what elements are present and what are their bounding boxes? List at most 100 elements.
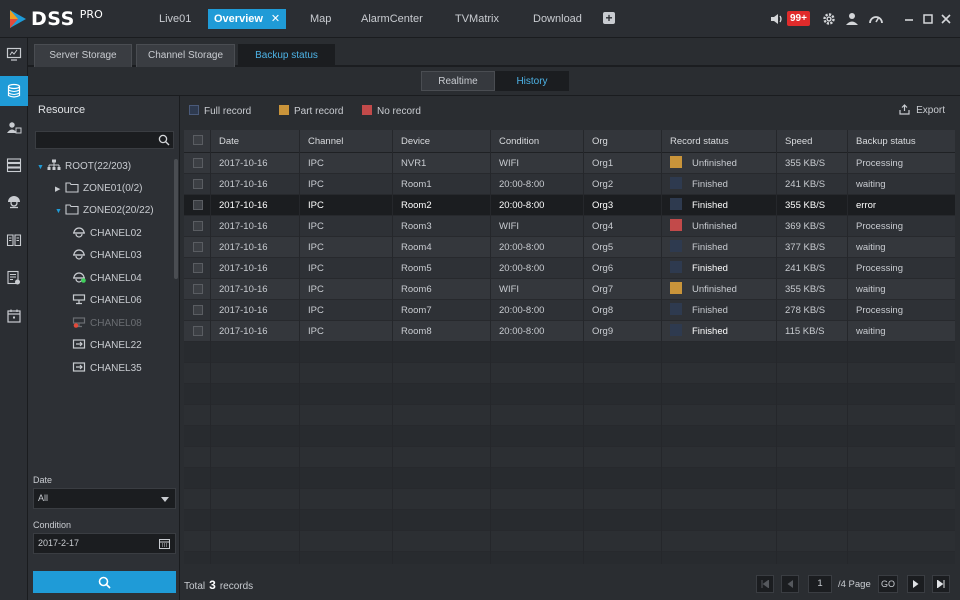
cell-channel: IPC	[300, 195, 393, 216]
close-icon[interactable]: ✕	[270, 13, 281, 25]
col-record-status[interactable]: Record status	[662, 130, 777, 153]
row-checkbox[interactable]	[193, 326, 203, 336]
tree-node-chanel03[interactable]: CHANEL03	[72, 248, 142, 264]
cell-record	[662, 531, 777, 552]
rail-log[interactable]	[4, 268, 24, 288]
row-checkbox[interactable]	[193, 305, 203, 315]
rail-book[interactable]	[4, 230, 24, 250]
export-button[interactable]: Export	[899, 104, 945, 116]
table-row[interactable]: 2017-10-16 IPC Room5 20:00-8:00 Org6 Finished…	[184, 258, 955, 279]
total-suffix: records	[219, 581, 254, 592]
close-window-icon[interactable]	[938, 11, 954, 27]
checkbox-cell	[184, 216, 211, 237]
tab-server-storage[interactable]: Server Storage	[34, 44, 132, 67]
table-row[interactable]: 2017-10-16 IPC Room2 20:00-8:00 Org3 Finished…	[184, 195, 955, 216]
tab-overview[interactable]: Overview ✕	[208, 9, 287, 29]
row-checkbox[interactable]	[193, 284, 203, 294]
col-backup-status[interactable]: Backup status	[856, 136, 916, 147]
search-button[interactable]	[33, 571, 176, 593]
minimize-icon[interactable]	[901, 11, 917, 27]
rail-camera[interactable]	[4, 192, 24, 212]
tab-channel-storage[interactable]: Channel Storage	[136, 44, 235, 67]
rail-monitor[interactable]	[4, 44, 24, 64]
gauge-icon[interactable]	[868, 11, 884, 27]
col-date[interactable]: Date	[211, 130, 300, 153]
calendar-icon[interactable]	[159, 538, 170, 549]
row-checkbox[interactable]	[193, 179, 203, 189]
record-status-swatch	[670, 303, 682, 316]
table-row[interactable]: 2017-10-16 IPC Room6 WIFI Org7 Unfinished 355 …	[184, 279, 955, 300]
first-page-button[interactable]	[756, 575, 774, 593]
tree-node-chanel22[interactable]: CHANEL22	[72, 338, 142, 354]
row-checkbox[interactable]	[193, 200, 203, 210]
page-input[interactable]: 1	[808, 575, 832, 593]
cell-record	[662, 510, 777, 531]
cell-date	[211, 468, 300, 489]
last-page-button[interactable]	[932, 575, 950, 593]
table-row[interactable]: 2017-10-16 IPC Room3 WIFI Org4 Unfinished 369 …	[184, 216, 955, 237]
tab-map[interactable]: Map	[310, 13, 332, 25]
tree-node-root[interactable]: ▼ ROOT(22/203)	[37, 159, 131, 175]
collapse-icon[interactable]: ▶	[55, 186, 61, 193]
tab-backup-status[interactable]: Backup status	[238, 44, 335, 67]
expand-icon[interactable]: ▼	[37, 164, 44, 171]
tree-node-zone02[interactable]: ▼ ZONE02(20/22)	[55, 203, 154, 219]
next-page-button[interactable]	[907, 575, 925, 593]
realtime-button[interactable]: Realtime	[421, 71, 495, 91]
maximize-icon[interactable]	[920, 11, 936, 27]
condition-date-field[interactable]: 2017-2-17	[33, 533, 176, 554]
row-checkbox[interactable]	[193, 221, 203, 231]
col-channel[interactable]: Channel	[300, 130, 393, 153]
tab-tvmatrix[interactable]: TVMatrix	[455, 13, 499, 25]
tree-node-zone01[interactable]: ▶ ZONE01(0/2)	[55, 181, 142, 197]
row-checkbox[interactable]	[193, 263, 203, 273]
table-row[interactable]: 2017-10-16 IPC Room4 20:00-8:00 Org5 Finished…	[184, 237, 955, 258]
rail-user-device[interactable]	[4, 118, 24, 138]
tab-live01[interactable]: Live01	[159, 13, 192, 25]
legend-full-record: Full record	[189, 105, 251, 118]
cell-device	[393, 405, 491, 426]
rail-calendar[interactable]	[4, 306, 24, 326]
checkbox-cell	[184, 174, 211, 195]
gear-icon[interactable]	[821, 11, 837, 27]
history-button[interactable]: History	[495, 71, 569, 91]
col-device[interactable]: Device	[393, 130, 491, 153]
tab-download[interactable]: Download	[533, 13, 582, 25]
tree-node-chanel06[interactable]: CHANEL06	[72, 293, 142, 309]
tab-alarmcenter[interactable]: AlarmCenter	[361, 13, 423, 25]
cell-speed: 241 KB/S	[777, 258, 848, 279]
cell-device	[393, 363, 491, 384]
col-speed[interactable]: Speed	[777, 130, 848, 153]
alarm-badge[interactable]: 99+	[787, 11, 810, 26]
speaker-icon[interactable]	[769, 11, 785, 27]
tree-node-chanel04[interactable]: CHANEL04	[72, 271, 142, 287]
date-select[interactable]: All	[33, 488, 176, 509]
checkbox-cell	[184, 342, 211, 363]
col-org[interactable]: Org	[584, 130, 662, 153]
tree-node-chanel35[interactable]: CHANEL35	[72, 361, 142, 377]
resource-search-input[interactable]	[35, 131, 174, 149]
row-checkbox[interactable]	[193, 158, 203, 168]
row-checkbox[interactable]	[193, 242, 203, 252]
table-row[interactable]: 2017-10-16 IPC NVR1 WIFI Org1 Unfinished 355 K…	[184, 153, 955, 174]
user-icon[interactable]	[844, 11, 860, 27]
chevron-down-icon[interactable]	[161, 497, 169, 502]
prev-page-button[interactable]	[781, 575, 799, 593]
add-tab-icon[interactable]: +	[603, 12, 615, 24]
tree-node-chanel02[interactable]: CHANEL02	[72, 226, 142, 242]
table-row[interactable]: 2017-10-16 IPC Room8 20:00-8:00 Org9 Finished…	[184, 321, 955, 342]
rail-server[interactable]	[4, 155, 24, 175]
search-icon[interactable]	[158, 134, 170, 146]
page-total: /4 Page	[838, 579, 871, 590]
rail-storage[interactable]	[0, 76, 28, 106]
cell-speed	[777, 447, 848, 468]
go-button[interactable]: GO	[878, 575, 898, 593]
condition-label: Condition	[33, 520, 72, 530]
tree-node-chanel08[interactable]: CHANEL08	[72, 316, 142, 332]
tree-scrollbar[interactable]	[174, 159, 178, 279]
expand-icon[interactable]: ▼	[55, 208, 62, 215]
select-all-checkbox[interactable]	[193, 135, 203, 145]
table-row[interactable]: 2017-10-16 IPC Room7 20:00-8:00 Org8 Finished…	[184, 300, 955, 321]
table-row[interactable]: 2017-10-16 IPC Room1 20:00-8:00 Org2 Finished…	[184, 174, 955, 195]
col-condition[interactable]: Condition	[491, 130, 584, 153]
